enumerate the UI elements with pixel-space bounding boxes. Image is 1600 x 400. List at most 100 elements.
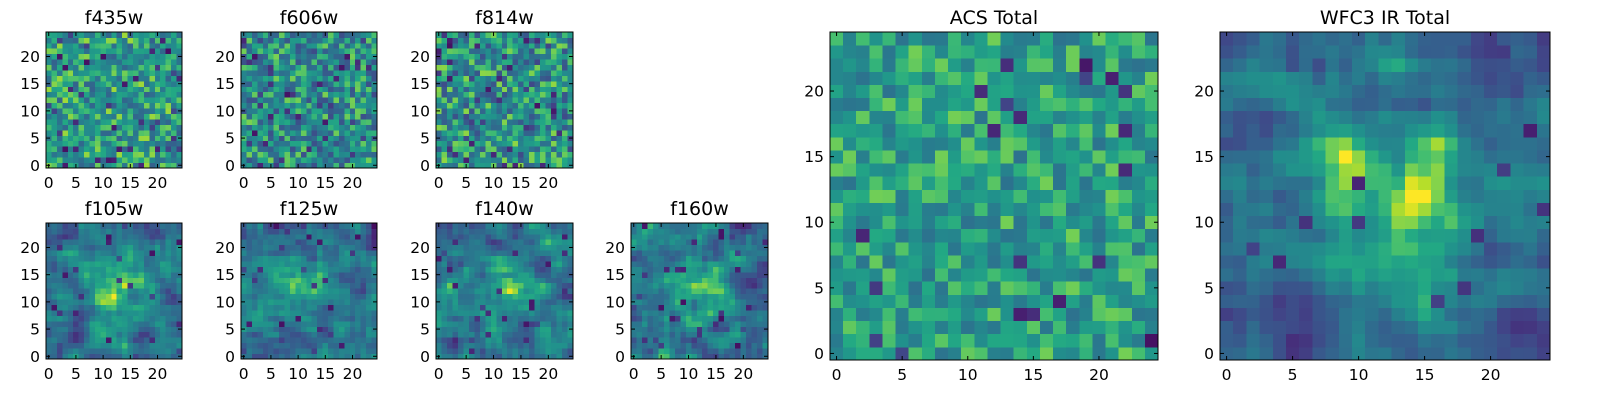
panel-title: f606w — [280, 7, 339, 29]
heatmap-cell — [165, 48, 172, 55]
heatmap-cell — [160, 108, 167, 114]
heatmap-cell — [268, 91, 275, 98]
heatmap-cell — [507, 299, 514, 305]
heatmap-cell — [740, 255, 747, 262]
heatmap-cell — [724, 304, 731, 311]
heatmap-cell — [507, 135, 514, 142]
heatmap-cell — [279, 299, 285, 305]
heatmap-cell — [94, 353, 101, 360]
heatmap-cell — [529, 299, 536, 305]
heatmap-cell — [171, 86, 177, 93]
heatmap-cell — [663, 228, 670, 235]
heatmap-cell — [46, 288, 52, 295]
heatmap-cell — [89, 37, 96, 44]
heatmap-cell — [165, 282, 172, 289]
heatmap-cell — [138, 223, 145, 229]
heatmap-cell — [545, 70, 552, 76]
heatmap-cell — [84, 59, 90, 66]
heatmap-cell — [116, 124, 123, 131]
heatmap-cell — [67, 151, 74, 158]
heatmap-cell — [869, 189, 883, 203]
heatmap-cell — [84, 304, 90, 311]
heatmap-cell — [251, 282, 258, 289]
heatmap-cell — [713, 315, 720, 322]
heatmap-cell — [556, 342, 563, 349]
heatmap-cell — [262, 135, 269, 142]
heatmap-cell — [436, 261, 442, 267]
heatmap-cell — [371, 320, 378, 327]
heatmap-cell — [116, 75, 123, 82]
heatmap-cell — [463, 151, 470, 158]
heatmap-cell — [457, 337, 464, 344]
heatmap-cell — [284, 244, 291, 251]
heatmap-cell — [246, 310, 253, 316]
heatmap-cell — [751, 244, 758, 251]
heatmap-cell — [317, 304, 323, 311]
heatmap-cell — [371, 86, 378, 93]
heatmap-cell — [56, 42, 63, 49]
heatmap-cell — [562, 288, 568, 295]
heatmap-cell — [567, 288, 574, 295]
heatmap-cell — [1131, 241, 1146, 256]
heatmap-cell — [78, 320, 85, 327]
heatmap-cell — [89, 304, 96, 311]
heatmap-cell — [485, 277, 492, 284]
heatmap-cell — [1000, 294, 1015, 308]
heatmap-cell — [669, 331, 676, 338]
heatmap-cell — [300, 326, 307, 333]
heatmap-cell — [73, 271, 80, 278]
heatmap-cell — [306, 255, 313, 262]
heatmap-cell — [311, 304, 318, 311]
heatmap-cell — [457, 233, 464, 240]
heatmap-cell — [441, 255, 448, 262]
heatmap-cell — [268, 151, 275, 158]
heatmap-cell — [545, 320, 552, 327]
heatmap-cell — [94, 342, 101, 349]
heatmap-cell — [556, 151, 563, 158]
heatmap-cell — [333, 91, 340, 98]
heatmap-cell — [882, 189, 896, 203]
heatmap-cell — [171, 233, 177, 240]
heatmap-cell — [295, 53, 302, 60]
heatmap-cell — [295, 119, 302, 125]
heatmap-cell — [371, 124, 378, 131]
heatmap-cell — [138, 42, 145, 49]
heatmap-cell — [507, 70, 514, 76]
heatmap-cell — [724, 277, 731, 284]
heatmap-cell — [371, 304, 378, 311]
heatmap-cell — [501, 80, 508, 87]
heatmap-cell — [143, 146, 150, 153]
heatmap-cell — [51, 261, 58, 267]
heatmap-cell — [138, 304, 145, 311]
heatmap-cell — [529, 239, 536, 246]
heatmap-cell — [122, 59, 128, 66]
heatmap-cell — [540, 86, 546, 93]
heatmap-cell — [658, 255, 665, 262]
heatmap-cell — [355, 271, 362, 278]
heatmap-cell — [127, 75, 134, 82]
heatmap-cell — [1026, 215, 1041, 230]
heatmap-cell — [46, 59, 52, 66]
heatmap-cell — [479, 113, 486, 120]
heatmap-cell — [67, 86, 74, 93]
heatmap-cell — [317, 223, 323, 229]
heatmap-cells — [436, 32, 574, 169]
heatmap-cell — [89, 48, 96, 55]
heatmap-cell — [295, 310, 302, 316]
heatmap-cell — [746, 244, 752, 251]
heatmap-cell — [311, 53, 318, 60]
heatmap-cell — [100, 342, 107, 349]
heatmap-cell — [317, 119, 323, 125]
heatmap-cell — [100, 348, 107, 354]
heatmap-cell — [317, 70, 323, 76]
heatmap-cell — [355, 282, 362, 289]
heatmap-cell — [273, 315, 280, 322]
heatmap-cell — [143, 48, 150, 55]
heatmap-cell — [540, 162, 546, 169]
heatmap-cell — [762, 331, 769, 338]
heatmap-cell — [652, 228, 659, 235]
heatmap-cell — [116, 271, 123, 278]
heatmap-cell — [51, 331, 58, 338]
heatmap-cell — [300, 162, 307, 169]
heatmap-cell — [165, 266, 172, 273]
